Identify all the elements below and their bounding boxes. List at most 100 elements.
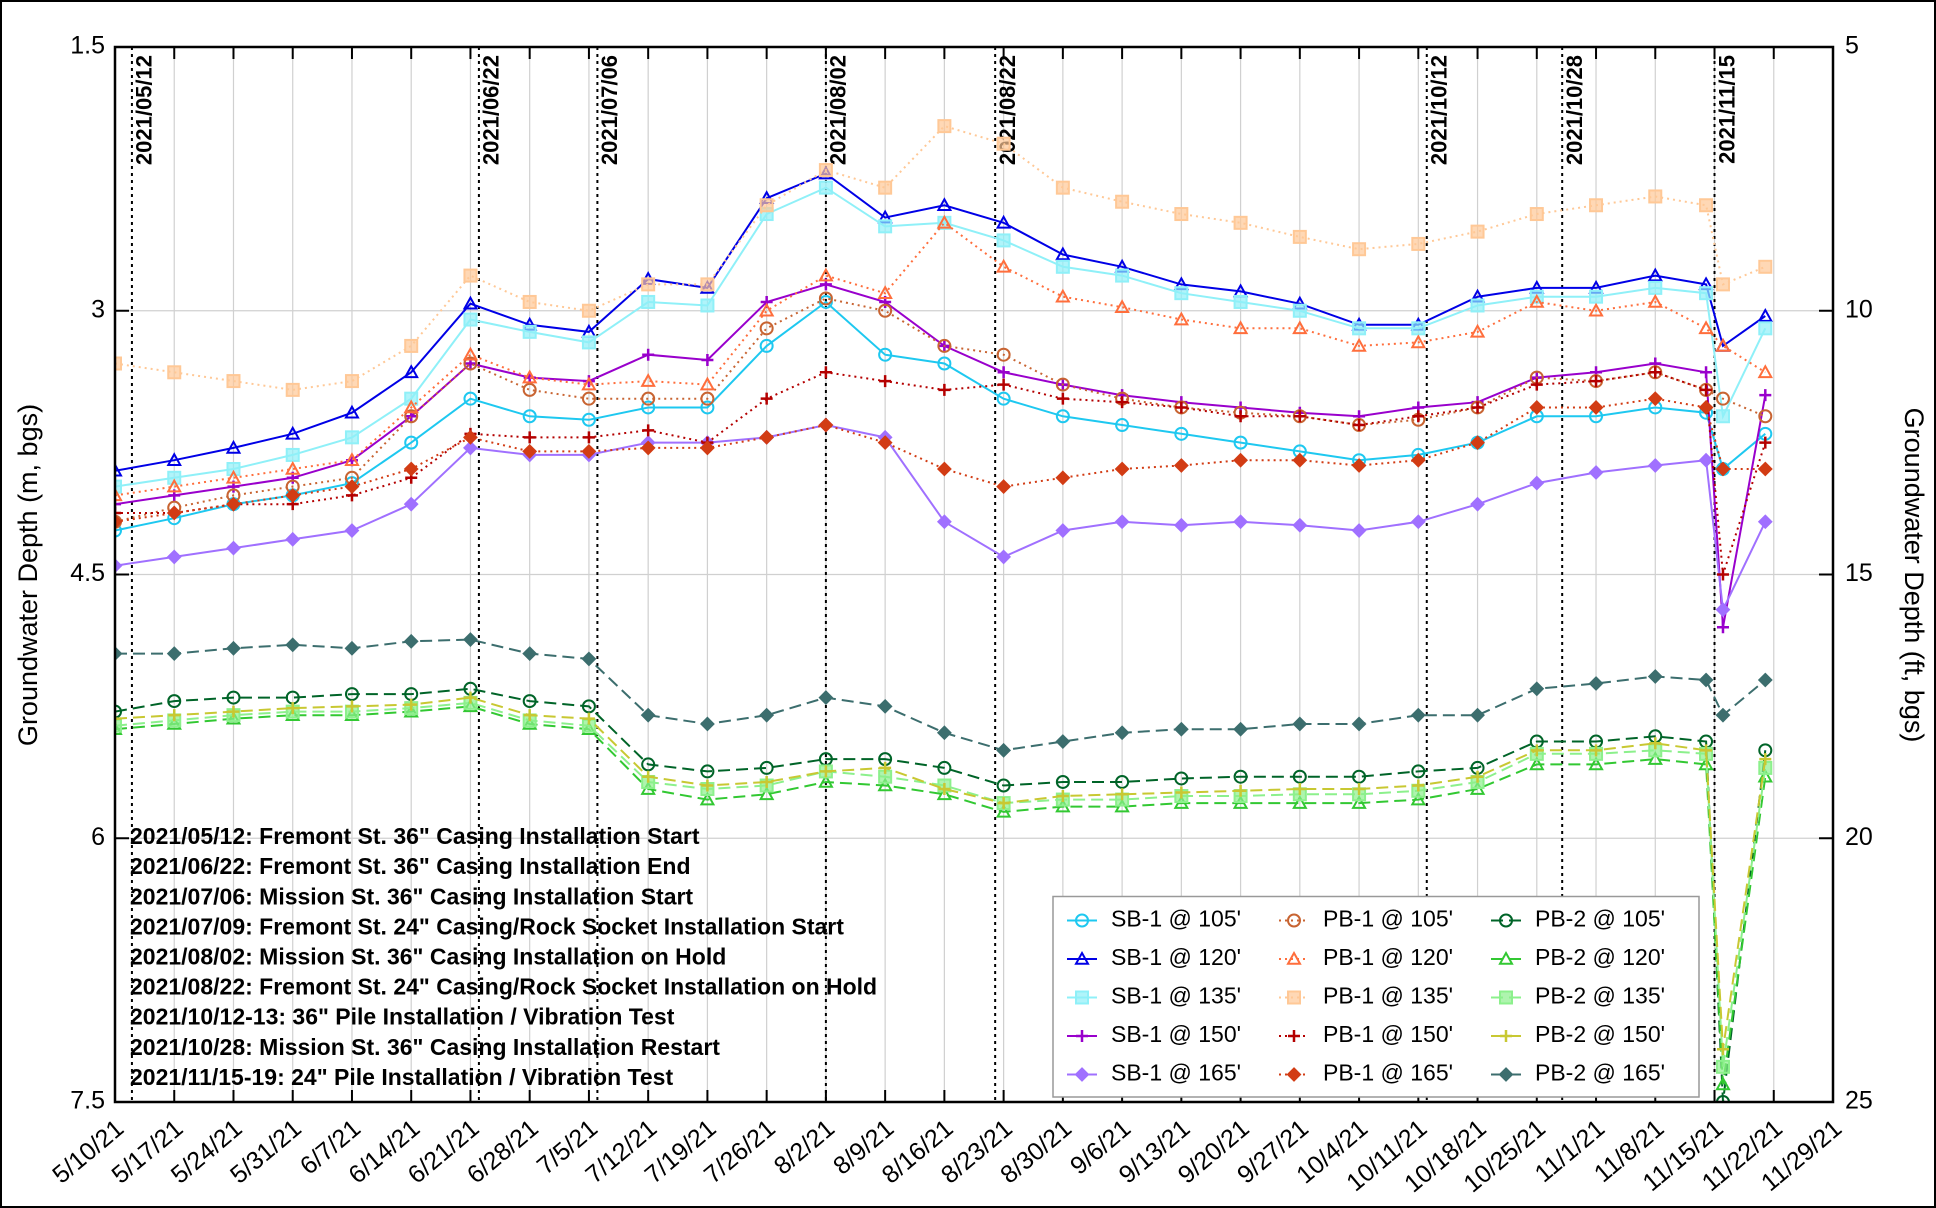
- marker: [1233, 215, 1248, 230]
- marker: [522, 409, 537, 424]
- marker: [1715, 1076, 1731, 1091]
- marker: [115, 462, 123, 477]
- marker: [581, 444, 597, 459]
- marker: [1174, 426, 1189, 441]
- marker: [1588, 302, 1604, 317]
- marker: [1715, 461, 1731, 477]
- marker: [1292, 769, 1307, 784]
- marker: [115, 506, 121, 519]
- marker: [115, 514, 123, 530]
- marker: [759, 707, 775, 723]
- marker: [1589, 289, 1604, 304]
- marker: [1530, 378, 1543, 391]
- marker: [1699, 286, 1714, 301]
- marker: [1055, 246, 1071, 261]
- marker: [699, 376, 716, 391]
- marker: [995, 803, 1012, 818]
- marker: [462, 346, 479, 361]
- marker: [1115, 774, 1130, 789]
- marker: [1529, 756, 1545, 771]
- marker: [937, 356, 952, 371]
- marker: [1234, 784, 1247, 797]
- marker: [1758, 409, 1773, 424]
- marker: [1055, 523, 1071, 538]
- marker: [1353, 783, 1366, 796]
- marker: [759, 429, 775, 445]
- marker: [938, 783, 951, 796]
- marker: [1498, 1067, 1514, 1082]
- marker: [1716, 621, 1729, 634]
- marker: [936, 461, 952, 477]
- marker: [1529, 475, 1545, 491]
- marker: [463, 632, 478, 647]
- marker: [877, 777, 893, 792]
- y-tick-label: 7.5: [70, 1087, 105, 1115]
- marker: [1759, 436, 1772, 449]
- marker: [405, 698, 418, 711]
- marker: [285, 460, 301, 475]
- marker: [818, 690, 834, 705]
- marker: [1411, 321, 1426, 336]
- marker: [523, 709, 536, 722]
- marker: [1529, 207, 1544, 222]
- marker: [1351, 523, 1367, 538]
- marker: [1757, 307, 1773, 322]
- marker: [403, 364, 419, 379]
- marker: [166, 452, 182, 467]
- legend-box: [1052, 895, 1700, 1098]
- marker: [818, 417, 834, 433]
- marker: [1233, 769, 1248, 784]
- event-label: 2021/08/02: [826, 55, 851, 165]
- marker: [522, 694, 537, 709]
- marker: [168, 709, 181, 722]
- marker: [1116, 396, 1129, 409]
- y-tick-label: 3: [91, 295, 105, 323]
- marker: [1715, 602, 1731, 618]
- marker: [1758, 259, 1773, 274]
- marker: [1647, 293, 1663, 308]
- series-line: [115, 701, 1767, 1067]
- y-axis-title: Groundwater Depth (m, bgs): [13, 404, 43, 746]
- marker: [285, 637, 301, 653]
- marker: [115, 356, 122, 371]
- marker: [1056, 790, 1069, 803]
- y2-tick-label: 25: [1845, 1087, 1873, 1115]
- marker: [1292, 229, 1307, 244]
- marker: [1470, 707, 1485, 723]
- marker: [1115, 268, 1130, 283]
- marker: [1233, 721, 1249, 737]
- marker: [1292, 716, 1308, 732]
- marker: [226, 690, 241, 705]
- marker: [1647, 458, 1663, 473]
- marker: [1292, 303, 1307, 318]
- series-line: [115, 300, 1766, 532]
- marker: [760, 775, 773, 788]
- marker: [404, 435, 419, 450]
- marker: [463, 429, 478, 445]
- legend-label: PB-1 @ 165': [1323, 1060, 1453, 1086]
- marker: [1351, 795, 1367, 809]
- marker: [640, 373, 656, 387]
- marker: [285, 531, 301, 547]
- marker: [1700, 383, 1713, 396]
- marker: [1648, 189, 1663, 204]
- marker: [1715, 277, 1730, 292]
- marker: [463, 440, 478, 456]
- event-label: 2021/10/12: [1427, 55, 1452, 165]
- marker: [701, 353, 714, 366]
- marker: [641, 391, 656, 406]
- marker: [522, 646, 538, 662]
- event-label: 2021/11/15: [1714, 55, 1739, 164]
- event-label: 2021/10/28: [1562, 55, 1587, 165]
- marker: [344, 640, 360, 656]
- marker: [404, 409, 419, 424]
- marker: [700, 391, 715, 406]
- marker: [1173, 311, 1190, 326]
- marker: [1352, 242, 1367, 257]
- legend-label: SB-1 @ 150': [1111, 1021, 1241, 1047]
- marker: [1234, 410, 1247, 423]
- marker: [1647, 391, 1663, 407]
- marker: [1649, 737, 1662, 750]
- marker: [1410, 707, 1426, 723]
- marker: [701, 779, 714, 792]
